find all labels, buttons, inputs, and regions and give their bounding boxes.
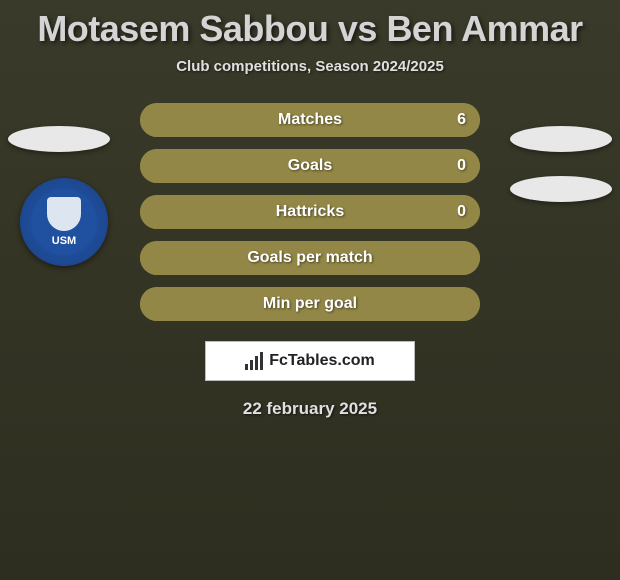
bar-chart-icon — [245, 352, 263, 370]
stat-label: Goals — [140, 157, 480, 175]
club-logo: USM — [20, 178, 108, 266]
stat-right-value: 0 — [457, 203, 466, 221]
player1-name: Motasem Sabbou — [37, 8, 328, 49]
player2-badge-1 — [510, 126, 612, 152]
stat-label: Matches — [140, 111, 480, 129]
brand-box: FcTables.com — [205, 341, 415, 381]
stat-label: Goals per match — [140, 249, 480, 267]
subtitle: Club competitions, Season 2024/2025 — [0, 58, 620, 75]
stat-row-hattricks: Hattricks0 — [140, 195, 480, 229]
player1-badge — [8, 126, 110, 152]
stat-row-min-per-goal: Min per goal — [140, 287, 480, 321]
stat-right-value: 0 — [457, 157, 466, 175]
stat-right-value: 6 — [457, 111, 466, 129]
club-logo-text: USM — [31, 189, 97, 255]
page-title: Motasem Sabbou vs Ben Ammar — [0, 8, 620, 50]
stat-row-goals: Goals0 — [140, 149, 480, 183]
stat-row-matches: Matches6 — [140, 103, 480, 137]
brand-text: FcTables.com — [269, 352, 375, 370]
date: 22 february 2025 — [0, 399, 620, 419]
stat-label: Min per goal — [140, 295, 480, 313]
stat-label: Hattricks — [140, 203, 480, 221]
stat-row-goals-per-match: Goals per match — [140, 241, 480, 275]
vs-text: vs — [338, 8, 377, 49]
player2-name: Ben Ammar — [386, 8, 582, 49]
player2-badge-2 — [510, 176, 612, 202]
